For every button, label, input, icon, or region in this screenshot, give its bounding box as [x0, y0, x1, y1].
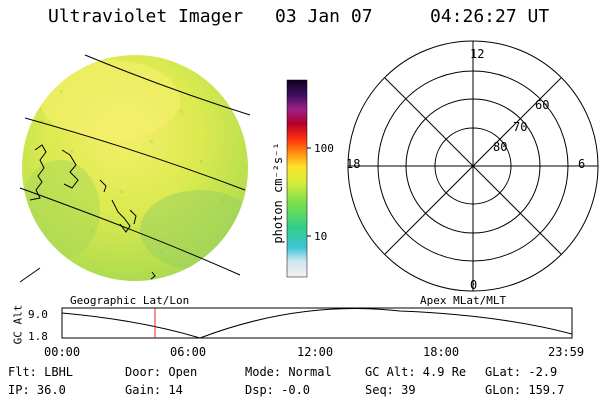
lat-label-80: 80: [493, 140, 508, 154]
dsp-info: Dsp: -0.0: [245, 383, 311, 397]
altitude-ytick-top: 9.0: [28, 308, 48, 321]
colorbar-tick-100: 100: [314, 142, 334, 155]
coastline: [29, 144, 47, 201]
altitude-plot: [61, 307, 573, 339]
geographic-label: Geographic Lat/Lon: [70, 294, 190, 307]
glat-info: GLat: -2.9: [485, 365, 558, 379]
ip-info: IP: 36.0: [8, 383, 66, 397]
mlt-label-12: 12: [470, 47, 485, 61]
time-tick-1200: 12:00: [297, 345, 334, 359]
lat-label-60: 60: [535, 98, 550, 112]
app-title: Ultraviolet Imager: [48, 6, 244, 27]
mlt-label-18: 18: [346, 157, 361, 171]
apex-label: Apex MLat/MLT: [420, 294, 507, 307]
gain-info: Gain: 14: [125, 383, 183, 397]
filter-info: Flt: LBHL: [8, 365, 74, 379]
altitude-curve: [62, 308, 572, 338]
mode-info: Mode: Normal: [245, 365, 332, 379]
colorbar-label: photon cm⁻²s⁻¹: [271, 142, 285, 244]
time-tick-1800: 18:00: [423, 345, 460, 359]
colorbar: [286, 79, 311, 278]
time-tick-2359: 23:59: [548, 345, 585, 359]
mlt-label-6: 6: [578, 157, 586, 171]
date-label: 03 Jan 07: [275, 6, 373, 27]
mlt-label-0: 0: [470, 278, 478, 292]
altitude-ytick-bottom: 1.8: [28, 330, 48, 343]
time-tick-0000: 00:00: [44, 345, 81, 359]
colorbar-tick-10: 10: [314, 230, 328, 243]
polar-plot: [347, 40, 599, 292]
gc-alt-info: GC Alt: 4.9 Re: [365, 365, 467, 379]
time-label: 04:26:27 UT: [430, 6, 550, 27]
glon-info: GLon: 159.7: [485, 383, 565, 397]
altitude-ylabel: GC Alt: [11, 304, 25, 345]
time-tick-0600: 06:00: [170, 345, 207, 359]
seq-info: Seq: 39: [365, 383, 416, 397]
lat-label-70: 70: [513, 120, 528, 134]
door-info: Door: Open: [125, 365, 198, 379]
uv-earth-disk: [19, 54, 251, 283]
